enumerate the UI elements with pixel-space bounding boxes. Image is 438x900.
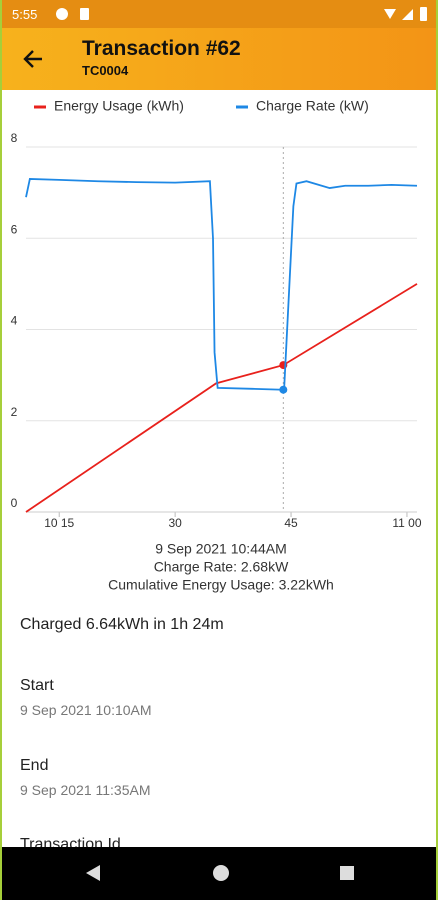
status-bar: 5:55 <box>2 0 436 28</box>
highlight-point <box>279 385 288 394</box>
title: Transaction #62 <box>82 37 241 60</box>
field-label: Start <box>20 677 54 694</box>
y-tick-label: 2 <box>11 405 18 419</box>
series-line <box>25 283 418 513</box>
nav-bar <box>2 847 436 900</box>
summary: Charged 6.64kWh in 1h 24m <box>20 616 224 633</box>
nav-recent[interactable] <box>340 866 354 880</box>
back-button[interactable] <box>20 44 50 74</box>
x-tick-label: 45 <box>284 516 298 530</box>
field-label: End <box>20 757 49 774</box>
subtitle: TC0004 <box>82 63 129 78</box>
x-tick-label: 10 15 <box>44 516 74 530</box>
status-icons <box>56 7 427 21</box>
y-tick-label: 0 <box>11 496 18 510</box>
legend-label: Energy Usage (kWh) <box>54 98 184 114</box>
nav-home[interactable] <box>213 865 229 881</box>
x-tick-label: 30 <box>168 516 182 530</box>
nav-back[interactable] <box>86 865 100 881</box>
tooltip-line: Cumulative Energy Usage: 3.22kWh <box>108 577 334 593</box>
field-value: 9 Sep 2021 10:10AM <box>20 702 152 718</box>
tooltip-line: Charge Rate: 2.68kW <box>154 559 289 575</box>
field-value: 9 Sep 2021 11:35AM <box>20 782 151 798</box>
chart: Energy Usage (kWh) Charge Rate (kW) 0 2 4 6 8 1… <box>11 98 422 593</box>
legend-label: Charge Rate (kW) <box>256 98 369 114</box>
y-tick-label: 4 <box>11 314 18 328</box>
series-line <box>25 178 418 391</box>
y-tick-label: 8 <box>11 131 18 145</box>
tooltip-line: 9 Sep 2021 10:44AM <box>155 541 287 557</box>
app-bar: Transaction #62 TC0004 <box>2 28 436 90</box>
x-tick-label: 11 00 <box>392 516 421 530</box>
clock: 5:55 <box>12 7 38 22</box>
nav-buttons <box>86 865 354 881</box>
y-tick-label: 6 <box>11 222 18 236</box>
